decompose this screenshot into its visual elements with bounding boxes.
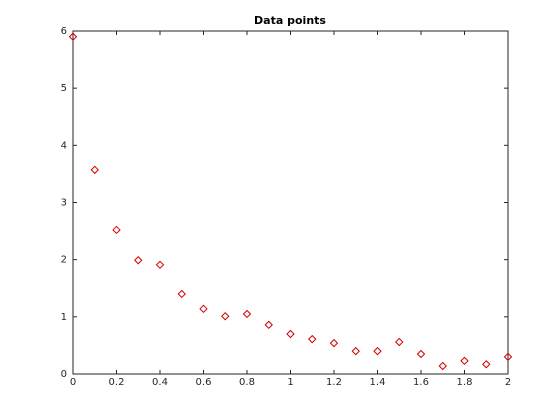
data-point (395, 337, 404, 347)
y-tick-label: 6 (61, 26, 67, 37)
data-point (416, 349, 426, 359)
y-tick-label: 1 (61, 312, 67, 323)
plot-frame (72, 30, 509, 375)
y-tick-label: 5 (61, 83, 67, 94)
data-point (68, 32, 78, 41)
data-point (90, 165, 99, 175)
data-point (351, 346, 360, 356)
y-tick-label: 0 (61, 369, 67, 380)
data-point (242, 309, 252, 319)
x-tick-label: 0.2 (109, 377, 125, 388)
x-tick-label: 1.4 (370, 377, 386, 388)
data-point (482, 360, 491, 369)
chart-title: Data points (254, 14, 326, 27)
x-tick-label: 0.6 (196, 377, 212, 388)
x-tick-label: 0.4 (152, 377, 168, 388)
data-point (112, 225, 121, 235)
x-tick-label: 1.8 (457, 377, 473, 388)
data-point (264, 320, 273, 330)
x-tick-label: 0 (70, 377, 76, 388)
data-point (438, 361, 447, 371)
x-tick-label: 1.2 (326, 377, 342, 388)
data-point (155, 260, 165, 270)
y-tick-label: 4 (61, 140, 67, 151)
data-point (329, 338, 339, 348)
y-tick-label: 2 (61, 255, 67, 266)
data-point (308, 334, 317, 344)
data-point (177, 289, 186, 299)
x-tick-label: 1 (287, 377, 293, 388)
x-tick-label: 1.6 (413, 377, 429, 388)
data-point (503, 352, 513, 362)
data-point (134, 256, 143, 265)
y-tick-label: 3 (61, 198, 67, 209)
data-point (460, 356, 469, 366)
data-point (286, 329, 295, 339)
x-tick-label: 2 (505, 377, 511, 388)
data-point (199, 304, 208, 314)
x-tick-label: 0.8 (239, 377, 255, 388)
data-point (221, 312, 230, 321)
data-point (373, 346, 382, 356)
